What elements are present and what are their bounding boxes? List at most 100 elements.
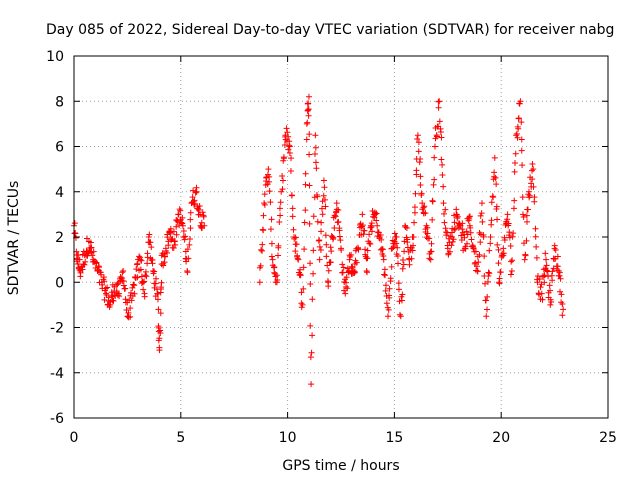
data-point [382, 287, 389, 294]
data-point [307, 322, 314, 329]
data-point [428, 248, 435, 255]
data-point [436, 98, 443, 105]
data-point [101, 296, 108, 303]
data-point [266, 178, 273, 185]
data-point [522, 251, 529, 258]
data-point [125, 309, 132, 316]
data-point [367, 240, 374, 247]
data-point [547, 301, 554, 308]
data-point [179, 214, 186, 221]
data-point [149, 260, 156, 267]
data-point [525, 188, 532, 195]
data-point [300, 285, 307, 292]
data-point [493, 203, 500, 210]
data-point [317, 246, 324, 253]
data-point [476, 251, 483, 258]
data-point [283, 125, 290, 132]
data-point [462, 245, 469, 252]
data-point [530, 166, 537, 173]
data-point [541, 279, 548, 286]
data-point [438, 156, 445, 163]
data-point [429, 198, 436, 205]
data-point [524, 218, 531, 225]
data-point [410, 242, 417, 249]
data-point [168, 237, 175, 244]
data-point [548, 299, 555, 306]
data-point [118, 274, 125, 281]
data-point [72, 229, 79, 236]
data-point [497, 269, 504, 276]
data-point [491, 154, 498, 161]
data-point [414, 136, 421, 143]
data-point [384, 313, 391, 320]
data-point [394, 253, 401, 260]
data-point [494, 241, 501, 248]
data-point [509, 233, 516, 240]
data-point [288, 155, 295, 162]
y-tick-label: 6 [55, 140, 64, 156]
data-point [158, 279, 165, 286]
data-point [494, 216, 501, 223]
data-point [467, 224, 474, 231]
data-point [412, 190, 419, 197]
data-point [512, 150, 519, 157]
data-point [419, 200, 426, 207]
data-point [320, 177, 327, 184]
data-point [265, 166, 272, 173]
data-point [140, 286, 147, 293]
data-point [319, 205, 326, 212]
data-point [386, 285, 393, 292]
data-point [182, 233, 189, 240]
data-point [534, 272, 541, 279]
data-point [506, 234, 513, 241]
data-point [157, 285, 164, 292]
data-point [302, 181, 309, 188]
data-point [321, 184, 328, 191]
data-point [408, 255, 415, 262]
data-point [442, 206, 449, 213]
data-point [293, 241, 300, 248]
data-point [551, 242, 558, 249]
data-point [422, 210, 429, 217]
data-point [431, 154, 438, 161]
data-point [141, 278, 148, 285]
data-point [399, 257, 406, 264]
data-point [516, 100, 523, 107]
data-point [142, 268, 149, 275]
data-point [431, 143, 438, 150]
data-point [414, 132, 421, 139]
data-point [517, 98, 524, 105]
data-point [136, 253, 143, 260]
data-point [289, 213, 296, 220]
data-point [199, 209, 206, 216]
data-point [103, 290, 110, 297]
data-point [164, 249, 171, 256]
data-point [298, 289, 305, 296]
data-point [280, 157, 287, 164]
data-point [146, 231, 153, 238]
data-point [395, 286, 402, 293]
data-point [495, 260, 502, 267]
data-point [417, 173, 424, 180]
data-point [382, 282, 389, 289]
data-point [295, 256, 302, 263]
data-point [481, 253, 488, 260]
data-point [440, 200, 447, 207]
data-point [543, 262, 550, 269]
data-point [76, 256, 83, 263]
data-point [529, 161, 536, 168]
x-tick-label: 0 [70, 430, 79, 446]
data-point [399, 291, 406, 298]
data-point [162, 253, 169, 260]
data-point [331, 225, 338, 232]
data-point [426, 235, 433, 242]
data-point [312, 144, 319, 151]
data-point [187, 209, 194, 216]
data-point [443, 229, 450, 236]
data-point [512, 159, 519, 166]
data-point [261, 191, 268, 198]
data-point [514, 134, 521, 141]
data-point [328, 248, 335, 255]
data-point [310, 213, 317, 220]
data-point [336, 225, 343, 232]
